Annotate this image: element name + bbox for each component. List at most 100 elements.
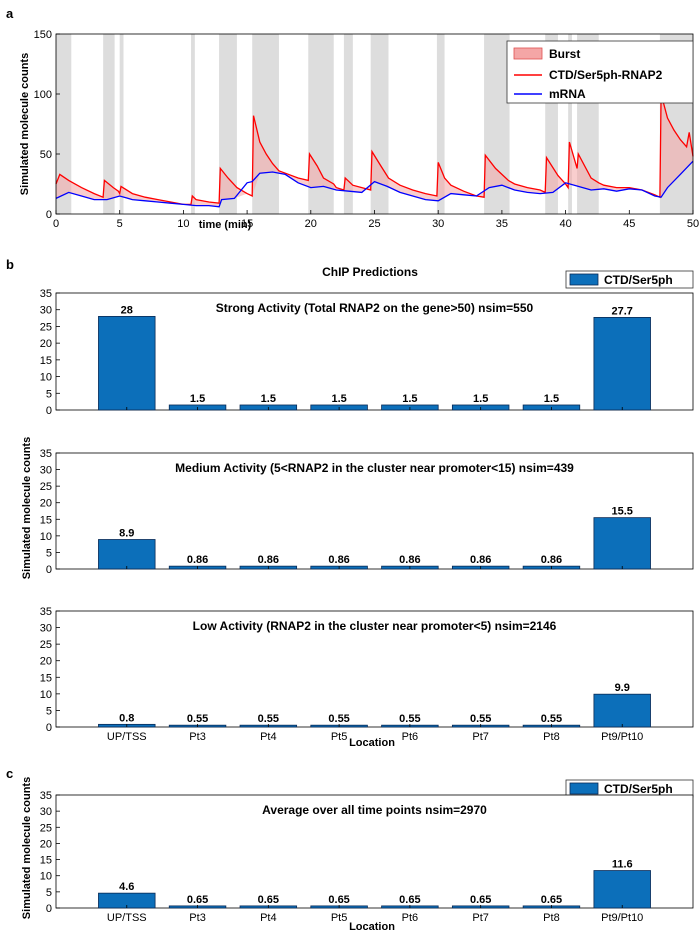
legend-bar-swatch <box>569 273 599 286</box>
bar-value-label: 0.65 <box>258 894 279 906</box>
y-tick-label: 25 <box>40 822 52 834</box>
x-tick-label: 10 <box>177 218 189 230</box>
legend-bar-label: CTD/Ser5ph <box>604 782 673 796</box>
legend-mrna-label: mRNA <box>549 87 586 101</box>
x-tick-label: 20 <box>305 218 317 230</box>
bar-value-label: 0.65 <box>541 894 562 906</box>
bar-value-label: 0.55 <box>399 713 420 725</box>
subplot-title: Average over all time points nsim=2970 <box>262 803 487 817</box>
x-tick-label: Pt9/Pt10 <box>601 912 643 924</box>
x-tick-label: 25 <box>368 218 380 230</box>
bar-value-label: 15.5 <box>612 506 633 518</box>
bar-value-label: 0.8 <box>119 712 134 724</box>
y-tick-label: 15 <box>40 355 52 367</box>
panel-b-ylabel: Simulated molecule counts <box>21 437 33 579</box>
bar-value-label: 1.5 <box>331 393 346 405</box>
axes-frame <box>55 610 694 728</box>
y-tick-label: 30 <box>40 623 52 635</box>
y-tick-label: 25 <box>40 481 52 493</box>
subplot-title: Low Activity (RNAP2 in the cluster near … <box>193 619 557 633</box>
y-tick-label: 0 <box>46 209 52 221</box>
y-tick-label: 15 <box>40 855 52 867</box>
bar-value-label: 1.5 <box>544 393 559 405</box>
bar-value-label: 27.7 <box>612 305 633 317</box>
x-tick-label: Pt8 <box>543 731 560 743</box>
panel-c-legend: CTD/Ser5ph <box>565 779 694 798</box>
x-tick-label: Pt6 <box>402 731 419 743</box>
bar-value-label: 0.65 <box>328 894 349 906</box>
burst-interval <box>119 34 124 214</box>
burst-interval <box>252 34 279 214</box>
y-tick-label: 0 <box>46 405 52 417</box>
x-tick-label: Pt5 <box>331 912 348 924</box>
bar-value-label: 1.5 <box>190 393 205 405</box>
bar <box>593 693 651 728</box>
y-tick-label: 15 <box>40 672 52 684</box>
y-tick-label: 25 <box>40 639 52 651</box>
panel-letter-b: b <box>6 257 14 272</box>
bar <box>98 315 156 411</box>
y-tick-label: 10 <box>40 871 52 883</box>
y-tick-label: 5 <box>46 705 52 717</box>
x-tick-label: Pt3 <box>189 731 206 743</box>
y-tick-label: 15 <box>40 514 52 526</box>
bar-value-label: 0.55 <box>470 713 491 725</box>
y-tick-label: 25 <box>40 321 52 333</box>
x-tick-label: 15 <box>241 218 253 230</box>
panel-letter-c: c <box>6 766 13 781</box>
bar-value-label: 9.9 <box>615 682 630 694</box>
x-tick-label: 30 <box>432 218 444 230</box>
burst-interval <box>219 34 237 214</box>
y-tick-label: 150 <box>34 29 52 41</box>
x-tick-label: Pt9/Pt10 <box>601 731 643 743</box>
bar-value-label: 0.55 <box>328 713 349 725</box>
bar-value-label: 1.5 <box>402 393 417 405</box>
bar-value-label: 4.6 <box>119 881 134 893</box>
y-tick-label: 20 <box>40 656 52 668</box>
bar-value-label: 0.86 <box>470 554 491 566</box>
bar-value-label: 1.5 <box>473 393 488 405</box>
subplot-title: Strong Activity (Total RNAP2 on the gene… <box>216 301 534 315</box>
y-tick-label: 10 <box>40 689 52 701</box>
x-tick-label: 50 <box>687 218 699 230</box>
legend-ser5-label: CTD/Ser5ph-RNAP2 <box>549 68 663 82</box>
x-tick-label: 0 <box>53 218 59 230</box>
bar-value-label: 0.55 <box>187 713 208 725</box>
panel-c-xlabel: Location <box>349 921 395 933</box>
bar <box>593 317 651 411</box>
bar-value-label: 0.86 <box>399 554 420 566</box>
burst-interval <box>568 34 572 214</box>
bar-value-label: 1.5 <box>261 393 276 405</box>
legend-bar-swatch <box>569 782 599 795</box>
burst-interval <box>191 34 195 214</box>
y-tick-label: 20 <box>40 498 52 510</box>
bar-value-label: 0.86 <box>187 554 208 566</box>
y-tick-label: 100 <box>34 89 52 101</box>
panel-a-xlabel: time (min) <box>199 219 252 231</box>
y-tick-label: 10 <box>40 531 52 543</box>
y-tick-label: 35 <box>40 288 52 300</box>
y-tick-label: 35 <box>40 448 52 460</box>
panel-letter-a: a <box>6 6 14 21</box>
panel-b-strong-activity: 0 5 10 15 20 25 30 35 Strong Activity (Total RNA… <box>40 288 694 417</box>
x-tick-label: UP/TSS <box>107 912 147 924</box>
x-tick-label: 45 <box>623 218 635 230</box>
y-tick-label: 0 <box>46 903 52 915</box>
bar <box>593 517 651 570</box>
y-tick-label: 20 <box>40 838 52 850</box>
bar-value-label: 0.65 <box>470 894 491 906</box>
x-tick-label: 5 <box>117 218 123 230</box>
burst-interval <box>56 34 72 214</box>
panel-b-xlabel: Location <box>349 737 395 749</box>
burst-interval <box>103 34 115 214</box>
x-tick-label: Pt4 <box>260 912 277 924</box>
y-tick-label: 30 <box>40 305 52 317</box>
bar <box>593 870 651 909</box>
y-tick-label: 35 <box>40 606 52 618</box>
x-tick-label: Pt5 <box>331 731 348 743</box>
x-tick-label: Pt7 <box>472 912 489 924</box>
x-tick-label: 40 <box>559 218 571 230</box>
x-tick-label: 35 <box>496 218 508 230</box>
panel-b-legend: CTD/Ser5ph <box>565 270 694 289</box>
